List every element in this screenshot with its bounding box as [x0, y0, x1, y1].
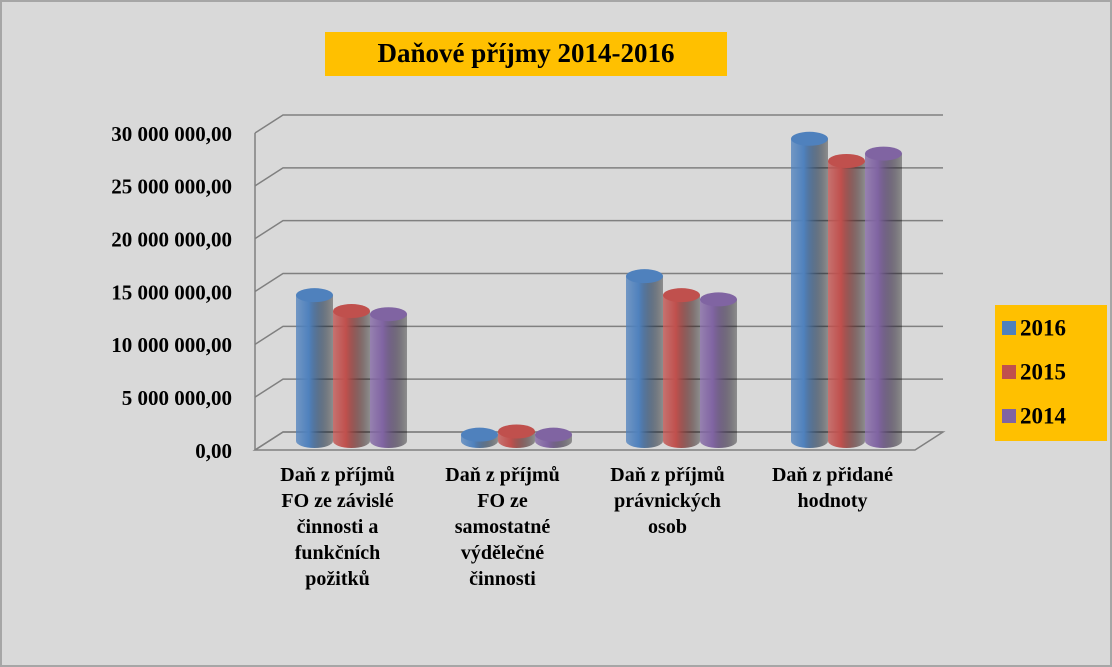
bar: [535, 427, 572, 448]
bar: [626, 269, 663, 448]
title-box: [325, 32, 727, 76]
bar: [296, 288, 333, 448]
legend-swatch: [1002, 365, 1016, 379]
bar: [828, 153, 865, 448]
bar: [333, 304, 370, 448]
legend-swatch: [1002, 409, 1016, 423]
legend-label: 2014: [1020, 403, 1067, 428]
grid-line: [254, 272, 943, 293]
x-tick-label: Daň z příjmů FO ze závislé činnosti a fu…: [280, 464, 395, 590]
y-tick-label: 0,00: [195, 439, 232, 463]
bar: [498, 424, 535, 448]
grid-line: [254, 167, 943, 187]
bar: [370, 307, 407, 448]
x-tick-label: Daň z přidané hodnoty: [771, 464, 894, 512]
bar: [791, 131, 828, 448]
legend-swatch: [1002, 321, 1016, 335]
x-tick-label: Daň z příjmů FO ze samostatné výdělečné …: [445, 464, 560, 590]
legend-label: 2015: [1020, 359, 1066, 384]
bar: [700, 292, 737, 448]
y-tick-label: 30 000 000,00: [111, 122, 232, 146]
y-tick-label: 10 000 000,00: [111, 333, 232, 357]
x-tick-label: Daň z příjmů právnických osob: [610, 464, 725, 538]
bar: [865, 146, 902, 448]
grid-line: [254, 219, 943, 240]
legend-label: 2016: [1020, 315, 1066, 340]
y-tick-label: 5 000 000,00: [122, 386, 232, 410]
grid-line: [254, 114, 943, 134]
y-tick-label: 15 000 000,00: [111, 280, 232, 304]
y-tick-label: 25 000 000,00: [111, 175, 232, 199]
chart-title: Daňové příjmy 2014-2016: [378, 38, 675, 68]
bar: [461, 427, 498, 448]
y-tick-label: 20 000 000,00: [111, 227, 232, 251]
bar: [663, 288, 700, 448]
